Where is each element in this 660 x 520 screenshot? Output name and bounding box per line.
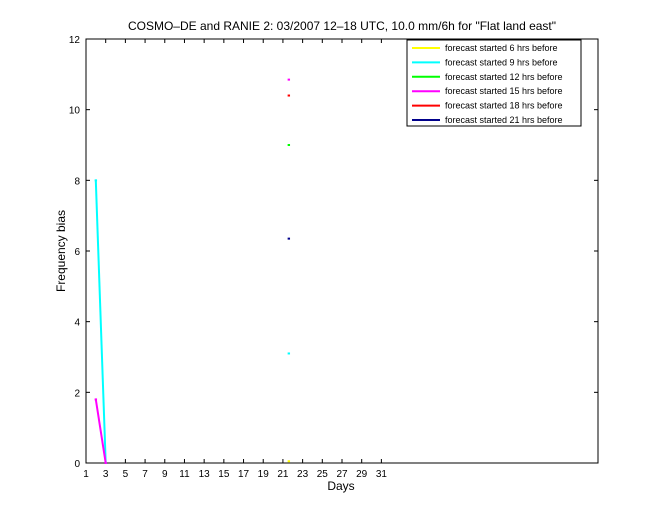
y-tick-label: 12 (69, 35, 81, 46)
x-tick-label: 23 (297, 469, 309, 480)
series-layer (94, 78, 291, 464)
series-line (94, 399, 107, 464)
y-tick-label: 10 (69, 106, 81, 117)
legend-label: forecast started 6 hrs before (445, 43, 558, 53)
x-tick-label: 27 (336, 469, 348, 480)
legend-label: forecast started 12 hrs before (445, 72, 563, 82)
x-tick-label: 15 (218, 469, 230, 480)
series-3 (94, 78, 291, 464)
legend: forecast started 6 hrs before forecast st… (406, 39, 582, 127)
chart-title: COSMO–DE and RANIE 2: 03/2007 12–18 UTC,… (128, 19, 556, 33)
y-axis-label: Frequency bias (54, 210, 68, 292)
x-tick-label: 31 (376, 469, 388, 480)
series-line (94, 180, 107, 464)
x-tick-label: 19 (258, 469, 270, 480)
x-tick-label: 11 (179, 469, 190, 480)
legend-label: forecast started 18 hrs before (445, 101, 563, 111)
y-tick-label: 8 (74, 176, 80, 187)
x-axis-label: Days (327, 479, 354, 493)
y-axis-ticks: 0 2 4 6 8 10 12 (69, 35, 598, 470)
x-tick-label: 13 (199, 469, 211, 480)
x-tick-label: 21 (277, 469, 289, 480)
legend-box (406, 39, 582, 127)
x-tick-label: 17 (238, 469, 250, 480)
x-tick-label: 3 (103, 469, 109, 480)
x-tick-label: 29 (356, 469, 368, 480)
y-tick-label: 6 (74, 247, 80, 258)
y-tick-label: 4 (74, 318, 80, 329)
x-axis-ticks: 1 3 5 7 9 11 13 15 17 19 21 23 25 27 29 31 (83, 39, 387, 480)
x-tick-label: 5 (123, 469, 129, 480)
y-tick-label: 0 (74, 459, 80, 470)
legend-label: forecast started 9 hrs before (445, 57, 558, 67)
x-tick-label: 1 (83, 469, 89, 480)
legend-label: forecast started 15 hrs before (445, 86, 563, 96)
x-tick-label: 9 (162, 469, 168, 480)
x-tick-label: 7 (142, 469, 148, 480)
y-tick-label: 2 (74, 388, 80, 399)
x-tick-label: 25 (317, 469, 329, 480)
legend-label: forecast started 21 hrs before (445, 115, 563, 125)
